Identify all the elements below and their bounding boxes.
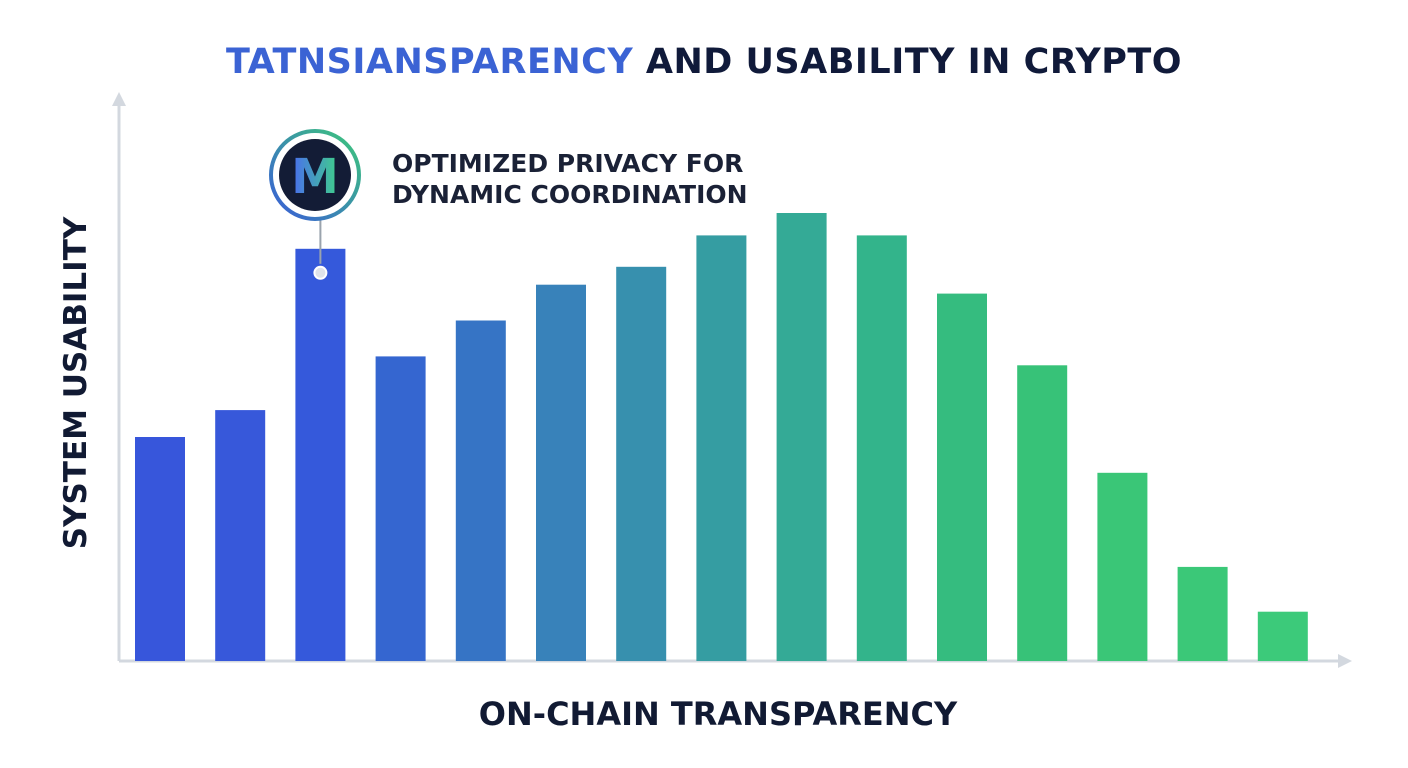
chart-title-main: AND USABILITY IN CRYPTO: [645, 42, 1182, 82]
callout-dot: [313, 265, 328, 280]
bar-10: [856, 235, 907, 661]
bar-11: [937, 293, 987, 661]
logo-badge: M: [269, 129, 361, 221]
chart-title-accent: TATNSIANSPARENCY: [225, 42, 634, 82]
chart-title: TATNSIANSPARENCY AND USABILITY IN CRYPTO: [0, 42, 1408, 82]
bar-13: [1097, 472, 1148, 661]
y-axis: [112, 92, 126, 661]
callout-text-line1: OPTIMIZED PRIVACY FOR: [392, 149, 743, 178]
bar-5: [455, 320, 506, 661]
bar-4: [375, 356, 426, 661]
bar-3: [295, 248, 346, 662]
callout-text-line2: DYNAMIC COORDINATION: [392, 180, 748, 209]
bar-7: [616, 266, 667, 661]
bar-1: [135, 437, 185, 661]
bars: [135, 213, 1308, 662]
bar-12: [1017, 365, 1068, 661]
bar-2: [215, 410, 266, 661]
y-axis-label: SYSTEM USABILITY: [58, 216, 94, 549]
x-axis-label: ON-CHAIN TRANSPARENCY: [479, 695, 958, 733]
bar-15: [1257, 611, 1308, 661]
bar-6: [536, 284, 586, 661]
bar-8: [696, 235, 747, 661]
y-axis-arrow: [112, 92, 126, 106]
bar-14: [1177, 566, 1228, 661]
x-axis-arrow: [1338, 654, 1352, 668]
bar-9: [776, 213, 827, 661]
callout-annotation: M OPTIMIZED PRIVACY FOR DYNAMIC COORDINA…: [269, 129, 748, 280]
logo-letter: M: [291, 149, 339, 205]
